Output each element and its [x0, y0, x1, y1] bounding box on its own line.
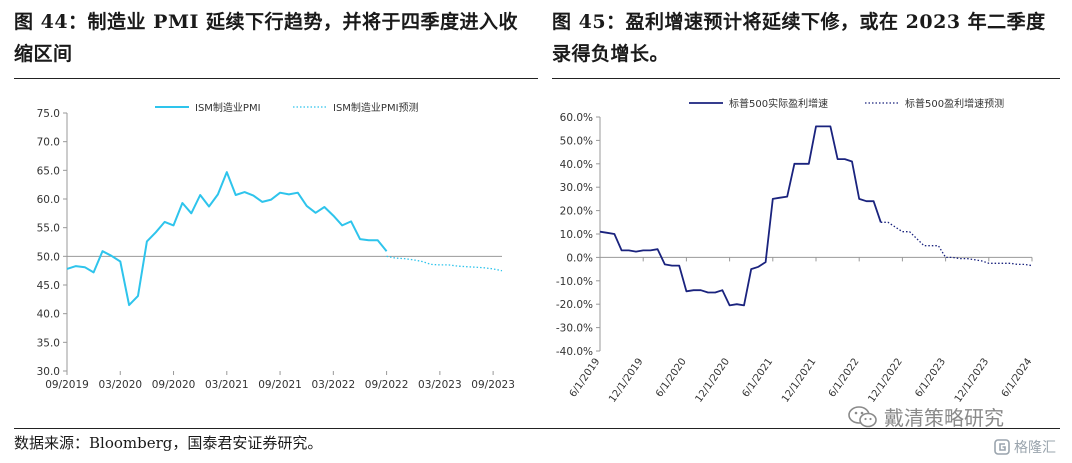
y-tick-label: 30.0 — [37, 366, 60, 378]
source-note: 数据来源：Bloomberg，国泰君安证券研究。 — [14, 434, 323, 452]
x-tick-label: 6/1/2023 — [913, 356, 948, 399]
figure-44-title: 图 44：制造业 PMI 延续下行趋势，并将于四季度进入收缩区间 — [14, 11, 518, 65]
y-tick-label: 35.0 — [37, 337, 60, 349]
x-tick-label: 03/2022 — [312, 379, 356, 391]
y-tick-label: 40.0 — [37, 309, 60, 321]
pmi-chart: 30.0 35.0 40.0 45.0 50.0 55.0 60.0 65.0 70.0 75.0… — [37, 101, 515, 391]
watermark-text: 戴清策略研究 — [884, 406, 1004, 430]
y-tick-label: 50.0% — [560, 135, 593, 147]
x-tick-label: 09/2023 — [471, 379, 515, 391]
x-tick-label: 12/1/2019 — [607, 356, 645, 404]
x-tick-label: 6/1/2024 — [1000, 356, 1035, 399]
x-tick-label: 6/1/2021 — [740, 356, 775, 399]
y-tick-label: -10.0% — [556, 276, 593, 288]
chart0-series-1-line — [386, 255, 503, 272]
y-tick-label: 75.0 — [37, 108, 60, 120]
earnings-growth-chart: -40.0% -30.0% -20.0% -10.0% 0.0% 10.0% 20.0% 30… — [556, 97, 1035, 405]
legend-label-0: 标普500实际盈利增速 — [729, 97, 828, 110]
x-tick-label: 12/1/2022 — [866, 356, 904, 404]
y-tick-label: 60.0 — [37, 194, 60, 206]
x-tick-label: 6/1/2020 — [654, 356, 689, 399]
y-tick-label: 20.0% — [560, 206, 593, 218]
legend-label-1: ISM制造业PMI预测 — [333, 101, 419, 114]
y-tick-label: 55.0 — [37, 223, 60, 235]
x-tick-label: 12/1/2020 — [694, 356, 732, 404]
x-tick-label: 03/2021 — [205, 379, 249, 391]
x-tick-label: 09/2019 — [45, 379, 89, 391]
y-tick-label: -20.0% — [556, 299, 593, 311]
watermark: 戴清策略研究 — [848, 402, 1004, 431]
x-tick-label: 03/2020 — [98, 379, 142, 391]
y-tick-label: 70.0 — [37, 137, 60, 149]
title-rule-left — [14, 78, 538, 79]
y-tick-label: 40.0% — [560, 159, 593, 171]
x-tick-label: 6/1/2019 — [568, 356, 603, 399]
brand-text: 格隆汇 — [1014, 440, 1056, 456]
y-tick-label: -30.0% — [556, 323, 593, 335]
y-tick-label: 65.0 — [37, 165, 60, 177]
wechat-icon — [848, 405, 877, 427]
legend-label-0: ISM制造业PMI — [195, 101, 261, 114]
brand-logo-icon — [994, 439, 1010, 455]
figure-45-title: 图 45：盈利增速预计将延续下修，或在 2023 年二季度录得负增长。 — [552, 11, 1046, 65]
y-tick-label: 0.0% — [566, 252, 593, 264]
x-tick-label: 09/2021 — [258, 379, 302, 391]
y-tick-label: 45.0 — [37, 280, 60, 292]
y-tick-label: 30.0% — [560, 182, 593, 194]
brand-logo: 格隆汇 — [994, 437, 1056, 457]
title-rule-right — [552, 78, 1060, 79]
y-tick-label: 10.0% — [560, 229, 593, 241]
x-tick-label: 12/1/2021 — [780, 356, 818, 404]
x-tick-label: 6/1/2022 — [827, 356, 862, 399]
chart1-series-0-line — [599, 125, 882, 307]
x-tick-label: 09/2022 — [365, 379, 409, 391]
footer-rule — [14, 428, 1060, 429]
x-tick-label: 09/2020 — [152, 379, 196, 391]
y-tick-label: 50.0 — [37, 251, 60, 263]
chart1-series-1-line — [880, 221, 1033, 267]
y-tick-label: 60.0% — [560, 112, 593, 124]
y-tick-label: -40.0% — [556, 346, 593, 358]
x-tick-label: 03/2023 — [418, 379, 462, 391]
x-tick-label: 12/1/2023 — [953, 356, 991, 404]
chart0-series-0-line — [66, 171, 388, 307]
legend-label-1: 标普500盈利增速预测 — [905, 97, 1004, 110]
